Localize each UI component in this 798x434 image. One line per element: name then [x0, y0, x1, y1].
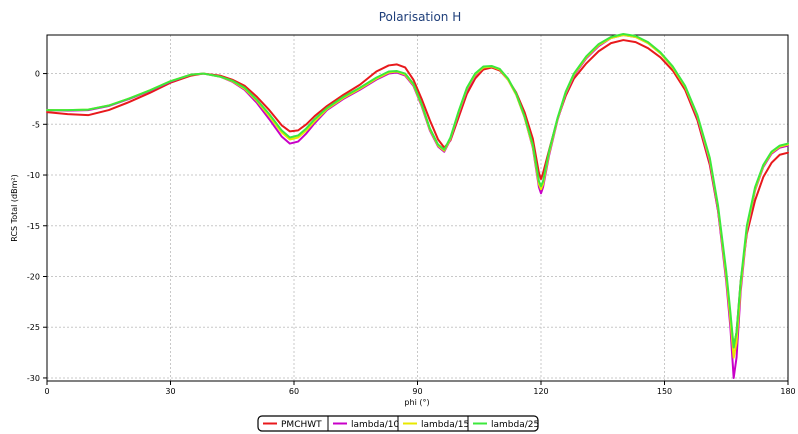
series-lines: [46, 32, 789, 379]
x-tick-label: 180: [780, 387, 795, 396]
x-tick-label: 60: [289, 387, 299, 396]
legend-label: lambda/10: [351, 420, 399, 430]
legend-label: lambda/15: [421, 420, 469, 430]
y-tick-label: -20: [27, 272, 40, 281]
y-tick-label: -25: [27, 323, 40, 332]
x-tick-label: 90: [412, 387, 422, 396]
y-tick-label: 0: [35, 70, 40, 79]
x-tick-label: 150: [657, 387, 672, 396]
y-tick-label: -10: [27, 171, 40, 180]
y-axis-label: RCS Total (dBm²): [10, 174, 19, 241]
x-tick-label: 30: [165, 387, 175, 396]
legend-label: PMCHWT: [281, 420, 322, 430]
x-tick-label: 120: [533, 387, 548, 396]
y-tick-label: -5: [32, 120, 40, 129]
x-tick-label: 0: [44, 387, 49, 396]
y-axis-ticks: 0 -5 -10 -15 -20 -25 -30: [27, 70, 47, 383]
chart-title: Polarisation H: [379, 10, 462, 24]
legend: PMCHWT lambda/10 lambda/15 lambda/25: [257, 415, 539, 432]
x-axis-ticks: 0 30 60 90 120 150 180: [44, 381, 796, 396]
legend-label: lambda/25: [491, 420, 539, 430]
y-tick-label: -15: [27, 222, 40, 231]
x-axis-label: phi (°): [404, 398, 429, 407]
series-line-lambda-25: [46, 32, 789, 349]
y-tick-label: -30: [27, 374, 40, 383]
